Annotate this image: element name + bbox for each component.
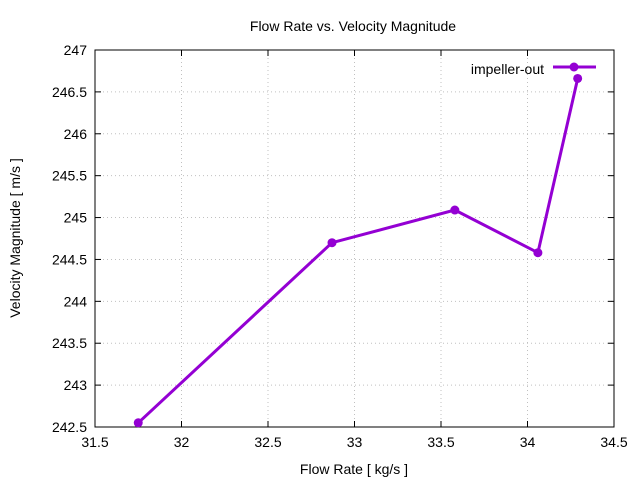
data-point [327,238,337,248]
x-axis-label: Flow Rate [ kg/s ] [300,461,408,477]
y-tick-label: 244 [64,293,88,309]
y-tick-label: 246 [64,126,88,142]
legend: impeller-out [471,61,596,77]
x-tick-label: 33.5 [427,434,454,450]
x-tick-label: 32.5 [254,434,281,450]
data-point [133,418,143,428]
x-tick-label: 34 [520,434,536,450]
legend-label: impeller-out [471,61,544,77]
y-tick-label: 245.5 [52,168,87,184]
x-tick-label: 31.5 [81,434,108,450]
x-tick-label: 34.5 [600,434,627,450]
series-line [137,78,580,424]
y-tick-label: 246.5 [52,84,87,100]
y-tick-label: 245 [64,210,88,226]
series-layer [133,73,583,428]
y-tick-label: 244.5 [52,251,87,267]
grid [94,49,615,428]
y-tick-label: 243.5 [52,335,87,351]
data-point [450,205,460,215]
plot-frame [94,49,615,428]
legend-marker [569,62,579,72]
y-tick-label: 243 [64,377,88,393]
chart-title: Flow Rate vs. Velocity Magnitude [250,18,456,34]
data-point [573,73,583,83]
y-tick-label: 247 [64,42,88,58]
y-axis-label: Velocity Magnitude [ m/s ] [7,158,23,318]
data-point [533,248,543,258]
x-tick-label: 33 [347,434,363,450]
axis-ticks: 31.5 32 32.5 33 33.5 34 34.5 242.5 243 243.5 244 24… [52,42,628,450]
x-tick-label: 32 [174,434,190,450]
y-tick-label: 242.5 [52,419,87,435]
